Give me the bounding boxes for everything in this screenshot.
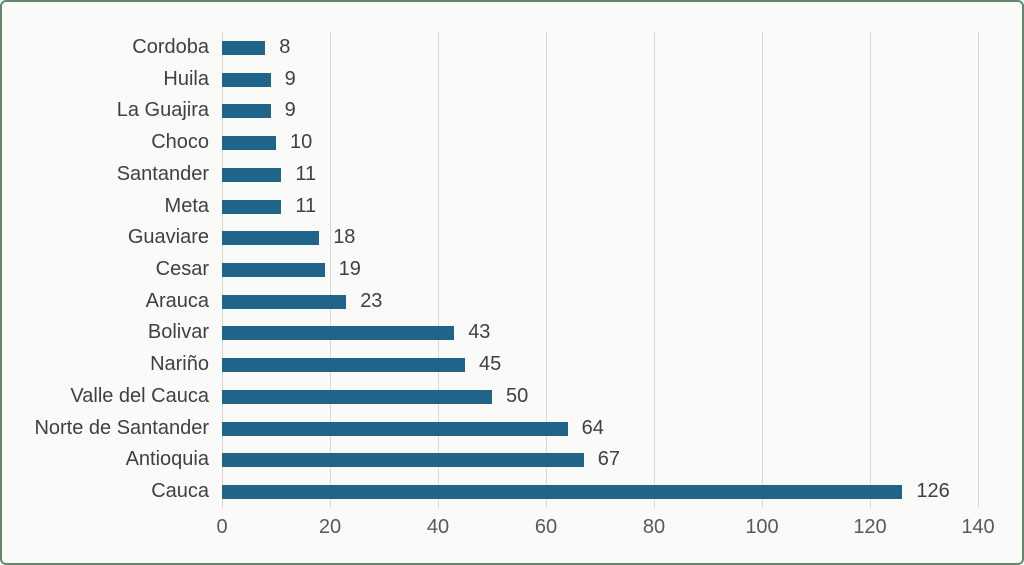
- bar: [222, 167, 282, 182]
- category-label: Meta: [164, 194, 209, 217]
- x-tick-label: 100: [745, 516, 779, 538]
- bar: [222, 485, 903, 500]
- category-label: Choco: [151, 131, 209, 154]
- gridline: [438, 32, 439, 508]
- category-label: Bolivar: [147, 321, 209, 344]
- bar: [222, 358, 465, 373]
- bar: [222, 389, 492, 404]
- bar: [222, 72, 271, 87]
- category-label: Arauca: [145, 289, 209, 312]
- x-tick-label: 40: [426, 516, 450, 538]
- value-label: 9: [284, 67, 296, 90]
- category-label: Huila: [163, 67, 209, 90]
- value-label: 9: [284, 99, 296, 122]
- gridline: [762, 32, 763, 508]
- gridline: [978, 32, 979, 508]
- value-label: 23: [360, 289, 383, 312]
- x-tick-label: 120: [853, 516, 887, 538]
- bar: [222, 199, 282, 214]
- x-tick-label: 20: [318, 516, 342, 538]
- value-label: 43: [468, 321, 491, 344]
- value-label: 11: [295, 194, 317, 217]
- category-label: Cauca: [151, 480, 209, 503]
- x-tick-label: 0: [216, 516, 228, 538]
- gridline: [870, 32, 871, 508]
- bar: [222, 231, 320, 246]
- category-label: Cordoba: [132, 35, 209, 58]
- bar: [222, 40, 266, 55]
- value-label: 11: [295, 162, 317, 185]
- bar: [222, 104, 271, 119]
- value-label: 45: [479, 353, 502, 376]
- value-label: 64: [581, 416, 604, 439]
- bar: [222, 263, 325, 277]
- x-tick-label: 60: [534, 516, 558, 538]
- bar: [222, 136, 276, 151]
- category-label: La Guajira: [116, 99, 209, 122]
- gridline: [330, 32, 331, 508]
- category-label: Valle del Cauca: [70, 384, 209, 407]
- category-label: Santander: [116, 162, 209, 185]
- gridline: [546, 32, 547, 508]
- value-label: 10: [290, 131, 313, 154]
- x-tick-label: 140: [961, 516, 995, 538]
- bar: [222, 421, 568, 436]
- category-label: Antioquia: [125, 448, 209, 471]
- value-label: 126: [916, 480, 950, 503]
- category-label: Nariño: [150, 353, 209, 376]
- bar: [222, 453, 584, 468]
- value-label: 67: [597, 448, 621, 471]
- x-tick-label: 80: [642, 516, 666, 538]
- value-label: 19: [338, 258, 361, 280]
- gridline: [654, 32, 655, 508]
- bar: [222, 294, 347, 309]
- category-label: Cesar: [155, 258, 209, 280]
- value-label: 8: [279, 35, 291, 58]
- value-label: 50: [506, 384, 529, 407]
- value-label: 18: [333, 226, 356, 249]
- category-label: Guaviare: [127, 226, 209, 249]
- category-label: Norte de Santander: [34, 416, 209, 439]
- bar: [222, 326, 455, 341]
